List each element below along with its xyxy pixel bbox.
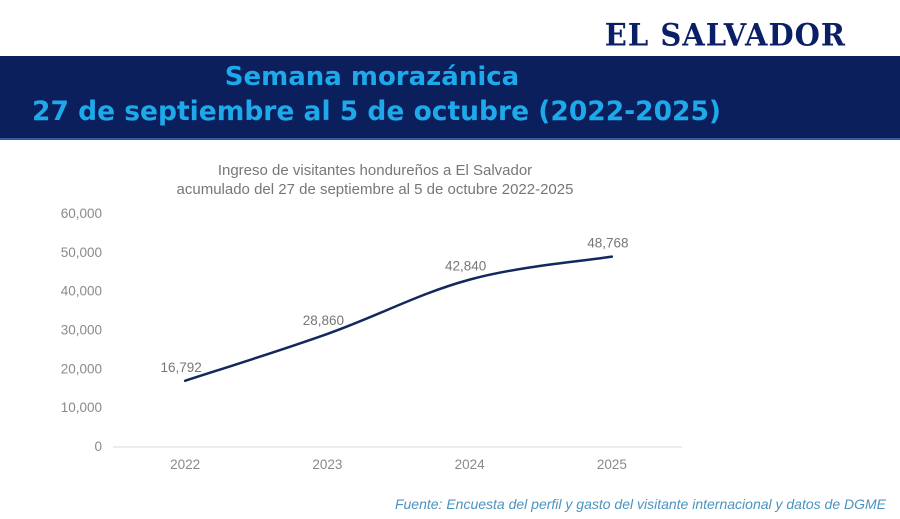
y-tick-label: 40,000 — [61, 284, 102, 299]
chart-title: Ingreso de visitantes hondureños a El Sa… — [140, 161, 610, 199]
chart-title-line1: Ingreso de visitantes hondureños a El Sa… — [217, 162, 533, 179]
source-note: Fuente: Encuesta del perfil y gasto del … — [394, 496, 886, 512]
data-label: 28,860 — [303, 313, 344, 328]
x-tick-label: 2025 — [597, 457, 627, 472]
y-tick-label: 20,000 — [61, 361, 102, 376]
chart-title-line2: acumulado del 27 de septiembre al 5 de o… — [176, 181, 574, 198]
y-tick-label: 60,000 — [61, 206, 102, 221]
data-label: 42,840 — [445, 259, 486, 274]
data-label: 16,792 — [160, 360, 201, 375]
series-line — [183, 255, 614, 383]
y-tick-label: 0 — [94, 439, 102, 454]
title-banner: Semana morazánica 27 de septiembre al 5 … — [0, 56, 900, 140]
x-tick-label: 2022 — [170, 457, 200, 472]
x-axis: 2022 2023 2024 2025 — [170, 457, 627, 472]
x-tick-label: 2023 — [312, 457, 342, 472]
banner-title-line1: Semana morazánica — [224, 62, 520, 92]
y-tick-label: 10,000 — [61, 400, 102, 415]
banner-title-line2: 27 de septiembre al 5 de octubre (2022-2… — [32, 96, 721, 127]
x-tick-label: 2024 — [455, 457, 486, 472]
y-tick-label: 50,000 — [61, 245, 102, 260]
data-label: 48,768 — [587, 236, 628, 251]
y-axis: 0 10,000 20,000 30,000 40,000 50,000 60,000 — [61, 206, 102, 454]
y-tick-label: 30,000 — [61, 323, 102, 338]
el-salvador-logo: EL SALVADOR — [604, 17, 846, 53]
data-labels: 16,792 28,860 42,840 48,768 — [160, 236, 628, 375]
